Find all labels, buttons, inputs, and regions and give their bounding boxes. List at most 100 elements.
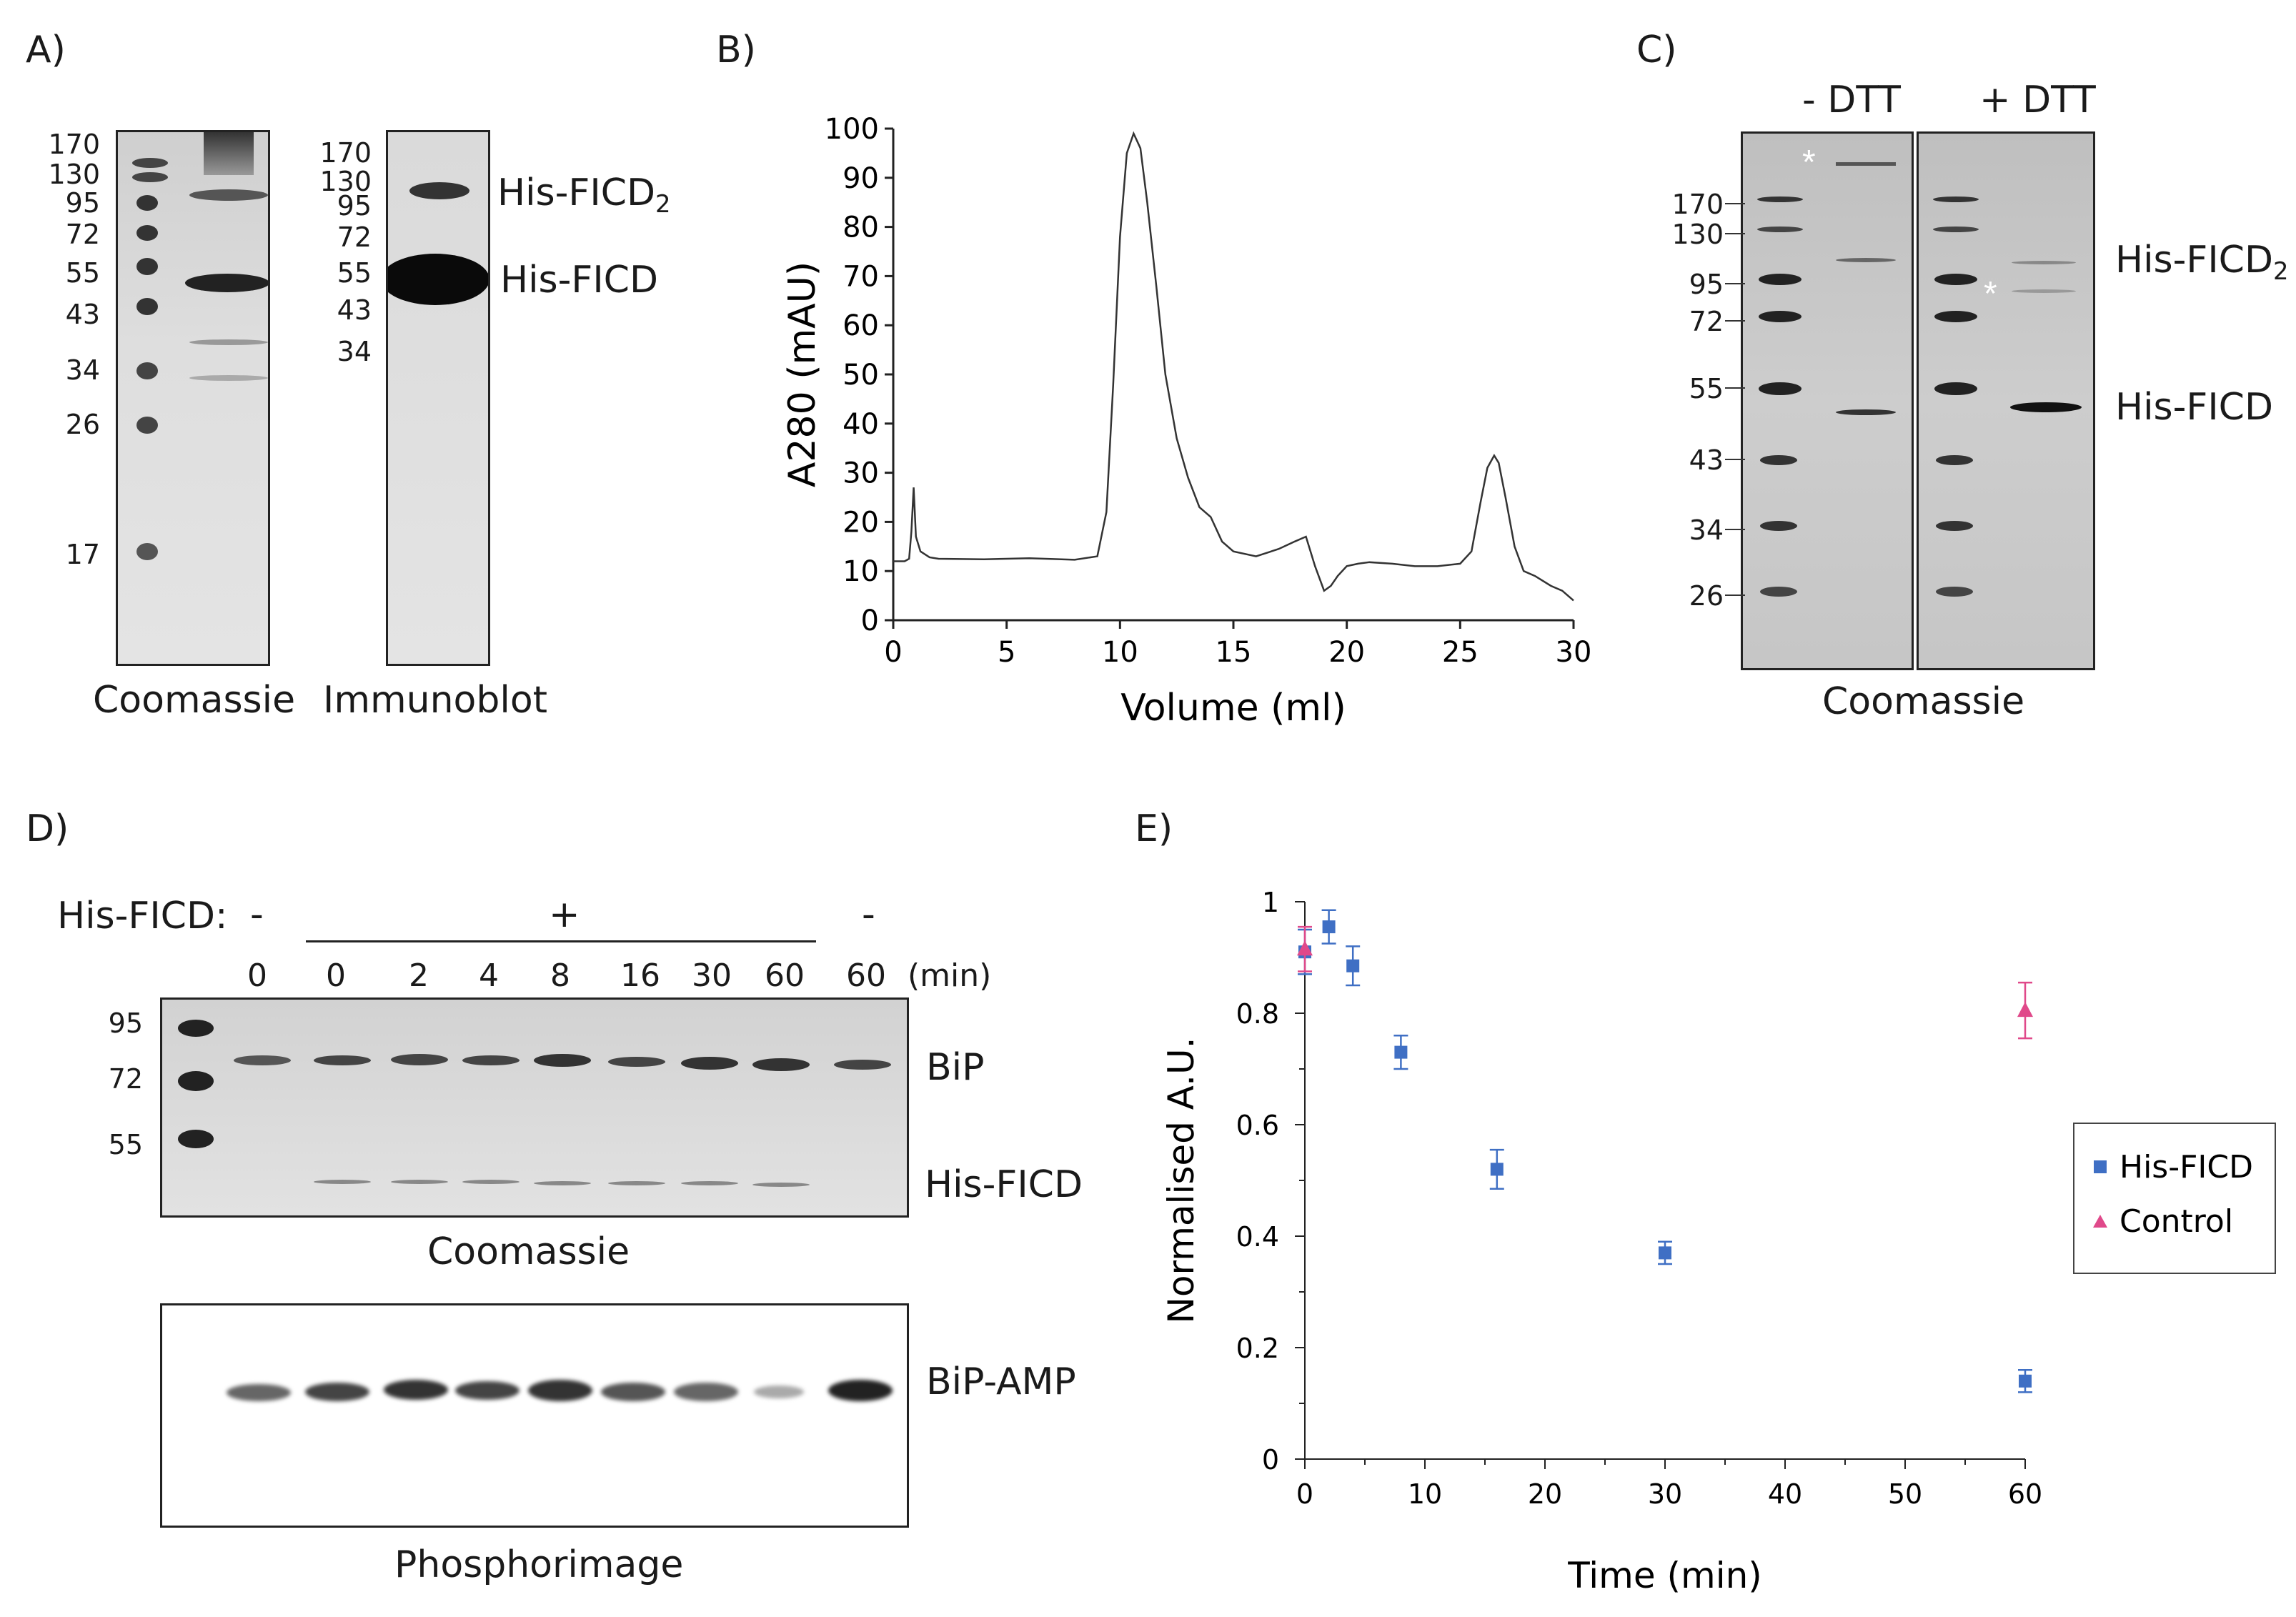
time-label: 8 — [550, 957, 570, 994]
bip-amp-band — [828, 1380, 893, 1401]
ladder-band — [132, 158, 168, 168]
ladder-band — [1759, 382, 1801, 395]
aggregate-band — [1836, 162, 1896, 166]
x-tick-label: 20 — [1528, 1478, 1562, 1510]
ladder-band — [136, 195, 158, 211]
y-tick-label: 40 — [843, 408, 879, 441]
sign-minus: - — [250, 893, 264, 936]
ladder-band — [1934, 311, 1977, 322]
minor-band — [189, 375, 268, 381]
time-label: 16 — [620, 957, 660, 994]
immunoblot-gel — [386, 130, 490, 666]
mw-label: 72 — [108, 1063, 143, 1095]
bip-band — [681, 1057, 738, 1070]
y-axis-title: Normalised A.U. — [1161, 1038, 1202, 1324]
bip-band — [234, 1055, 291, 1065]
mw-label: 43 — [1689, 444, 1724, 476]
ladder-band — [1936, 521, 1973, 531]
y-axis-title: A280 (mAU) — [781, 262, 824, 487]
monomer-band — [388, 254, 488, 305]
data-point-square — [1659, 1246, 1671, 1260]
chart-b: 0 10 20 30 40 50 60 70 80 90 100 0 5 10 15 20 25 30 Volume… — [781, 113, 1591, 730]
his-ficd-band — [391, 1180, 448, 1184]
x-tick-label: 0 — [884, 636, 902, 669]
mw-tick — [1725, 459, 1745, 460]
mw-label: 170 — [48, 129, 100, 160]
y-tick-label: 0.6 — [1236, 1110, 1279, 1141]
mw-label: 95 — [337, 190, 372, 222]
y-tick-label: 1 — [1262, 887, 1279, 918]
data-point-triangle — [1297, 940, 1313, 956]
ladder-band — [1933, 196, 1979, 202]
mw-label: 55 — [1689, 373, 1724, 404]
mw-label: 95 — [1689, 269, 1724, 300]
asterisk: * — [1802, 144, 1816, 181]
ladder-band — [178, 1071, 214, 1091]
mw-label: 17 — [65, 539, 100, 570]
x-tick-label: 10 — [1408, 1478, 1442, 1510]
bip-label: BiP — [926, 1046, 985, 1089]
mw-tick — [1725, 320, 1745, 322]
his-ficd-band — [534, 1181, 591, 1185]
minus-dtt-label: - DTT — [1802, 79, 1901, 121]
x-tick-label: 10 — [1102, 636, 1138, 669]
ladder-band — [1936, 587, 1973, 597]
legend-box — [2073, 1123, 2276, 1274]
bip-amp-band — [754, 1385, 804, 1398]
gel-c-plus — [1917, 131, 2095, 670]
ladder-band — [1759, 311, 1801, 322]
bip-band — [391, 1054, 448, 1065]
his-ficd-band — [681, 1181, 738, 1185]
y-tick-label: 80 — [843, 212, 879, 244]
ladder-band — [136, 362, 158, 379]
x-tick-label: 60 — [2008, 1478, 2042, 1510]
his-ficd-band — [314, 1180, 371, 1184]
dimer-band — [2012, 261, 2076, 264]
time-label: 4 — [479, 957, 499, 994]
bip-amp-band — [227, 1384, 291, 1401]
minor-band — [189, 339, 268, 345]
his-ficd2-label-c: His-FICD2 — [2115, 239, 2289, 286]
bip-amp-band — [674, 1383, 738, 1401]
y-tick-label: 0.4 — [1236, 1221, 1279, 1253]
x-tick-label: 25 — [1442, 636, 1479, 669]
coomassie-caption-d: Coomassie — [427, 1230, 630, 1273]
ladder-band — [136, 298, 158, 315]
y-tick-label: 10 — [843, 555, 879, 588]
sign-plus: + — [549, 893, 580, 936]
panel-a-letter: A) — [26, 29, 66, 71]
bip-band — [834, 1060, 891, 1070]
sample-well — [204, 132, 254, 175]
mw-tick — [1725, 203, 1745, 204]
time-label: 60 — [846, 957, 886, 994]
ladder-band — [1934, 274, 1977, 285]
mw-label: 170 — [319, 137, 372, 169]
sign-minus: - — [862, 893, 875, 936]
mw-tick — [1725, 387, 1745, 389]
mw-label: 130 — [319, 166, 372, 197]
a280-trace — [893, 131, 1574, 602]
mw-label: 72 — [1689, 306, 1724, 337]
x-tick-label: 50 — [1888, 1478, 1922, 1510]
x-tick-label: 5 — [998, 636, 1015, 669]
mw-label: 43 — [337, 294, 372, 326]
panel-b-letter: B) — [716, 29, 756, 71]
dimer-band — [409, 182, 469, 199]
mw-label: 26 — [65, 409, 100, 440]
plus-dtt-label: + DTT — [1979, 79, 2096, 121]
x-axis-title: Time (min) — [1567, 1555, 1762, 1596]
ladder-band — [178, 1130, 214, 1148]
monomer-band — [1836, 409, 1896, 415]
his-ficd2-label-a: His-FICD2 — [497, 171, 671, 219]
bip-amp-band — [305, 1383, 369, 1401]
time-label: 2 — [409, 957, 429, 994]
y-tick-label: 90 — [843, 162, 879, 195]
phosphorimage — [160, 1303, 909, 1528]
bip-band — [752, 1058, 810, 1071]
y-tick-label: 0.2 — [1236, 1333, 1279, 1364]
ladder-band — [1936, 455, 1973, 465]
asterisk: * — [1984, 275, 1997, 313]
y-tick-label: 0 — [861, 604, 879, 637]
time-unit: (min) — [908, 957, 992, 994]
mw-label: 55 — [65, 257, 100, 289]
